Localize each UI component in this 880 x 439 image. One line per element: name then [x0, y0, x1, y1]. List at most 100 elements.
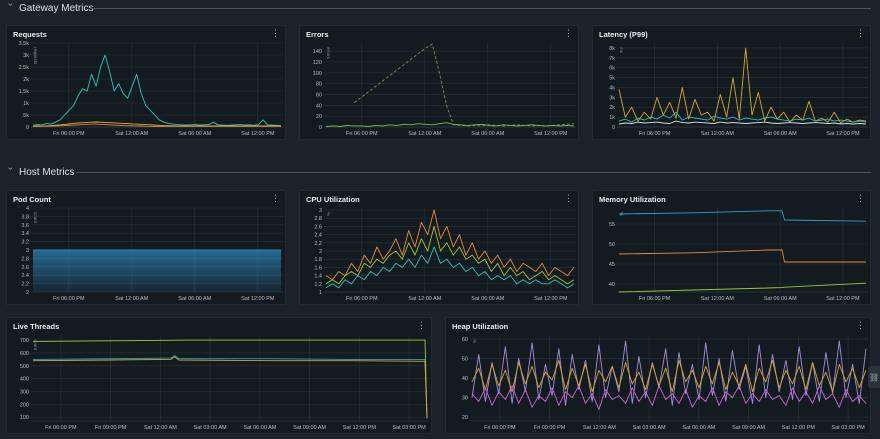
kebab-menu-icon[interactable]: ⋮	[856, 320, 865, 330]
kebab-menu-icon[interactable]: ⋮	[271, 193, 280, 203]
y-tick-label: 7k	[609, 56, 615, 62]
x-tick-label: Fri 06:00 PM	[346, 131, 378, 137]
x-tick-label: Fri 09:00 PM	[534, 425, 566, 431]
series-line	[471, 340, 867, 406]
y-axis-label: count	[33, 339, 38, 351]
series-line	[618, 120, 867, 125]
requests-chart: requests 0 .5k 1k 1.5k 2k 2.5k 3k 3.5k Fri 06:00 …	[19, 41, 283, 137]
series-line	[618, 210, 867, 222]
y-axis-label: errors	[326, 47, 331, 60]
section-title: Host Metrics	[19, 166, 75, 178]
y-tick-label: 3	[319, 208, 322, 214]
y-tick-label: 40	[316, 103, 322, 109]
y-tick-label: 1	[319, 290, 322, 296]
x-tick-label: Sat 06:00 AM	[471, 131, 504, 137]
y-tick-label: 20	[462, 415, 468, 421]
y-tick-label: 100	[313, 71, 322, 77]
y-tick-label: 400	[20, 377, 29, 383]
panel-title: Pod Count	[13, 195, 51, 204]
x-tick-label: Sat 12:00 PM	[343, 425, 377, 431]
y-axis-label: count	[33, 212, 38, 224]
series-line	[471, 385, 867, 410]
y-tick-label: 3	[26, 248, 29, 254]
x-tick-label: Sat 12:00 PM	[826, 131, 860, 137]
panel-cpu: CPU Utilization ⋮ % 1 1.2 1.4 1.6 1.8 2 2.2 2.4 2…	[299, 190, 579, 305]
y-tick-label: 2.4	[21, 273, 29, 279]
panel-requests: Requests ⋮ requests 0 .5k 1k 1.5k 2k 2.5k 3k 3.5…	[6, 25, 286, 140]
y-tick-label: 1k	[609, 115, 615, 121]
y-tick-label: 30	[462, 396, 468, 402]
series-line	[618, 111, 867, 123]
y-tick-label: 8k	[609, 46, 615, 52]
x-tick-label: Fri 06:00 PM	[45, 425, 77, 431]
x-tick-label: Sat 09:00 AM	[293, 425, 326, 431]
x-tick-label: Fri 06:00 PM	[484, 425, 516, 431]
y-tick-label: 5k	[609, 76, 615, 82]
kebab-menu-icon[interactable]: ⋮	[856, 193, 865, 203]
x-tick-label: Fri 06:00 PM	[639, 296, 671, 302]
x-tick-label: Sat 12:00 AM	[701, 131, 734, 137]
x-tick-label: Sat 03:00 AM	[633, 425, 666, 431]
x-tick-label: Fri 09:00 PM	[95, 425, 127, 431]
x-tick-label: Sat 12:00 AM	[701, 296, 734, 302]
y-tick-label: 2.5k	[19, 65, 30, 71]
panel-memory: Memory Utilization ⋮ % 40 45 50 55 Fri 06:00 …	[592, 190, 871, 305]
panel-pod-count: Pod Count ⋮ count 2 2.2 2.4 2.6 2.8 3 3.2 3.4 3.6…	[6, 190, 286, 305]
y-tick-label: 1.4	[314, 274, 322, 280]
x-tick-label: Fri 06:00 PM	[53, 296, 85, 302]
y-tick-label: 2	[319, 249, 322, 255]
cpu-chart: % 1 1.2 1.4 1.6 1.8 2 2.2 2.4 2.6 2.8 3 Fri 06:00 PM…	[314, 208, 576, 302]
series-line	[471, 359, 867, 393]
section-title: Gateway Metrics	[19, 2, 94, 14]
x-tick-label: Sat 06:00 AM	[682, 425, 715, 431]
panel-heap: Heap Utilization ⋮ % 20 30 40 50 60 Fri 06:00 …	[445, 317, 871, 434]
kebab-menu-icon[interactable]: ⋮	[564, 28, 573, 38]
y-tick-label: 2.8	[314, 216, 322, 222]
y-axis-label: %	[326, 212, 331, 216]
series-line	[32, 123, 281, 127]
x-tick-label: Sat 12:00 PM	[241, 131, 275, 137]
panel-title: Live Threads	[13, 322, 60, 331]
y-tick-label: 6k	[609, 66, 615, 72]
y-tick-label: 600	[20, 351, 29, 357]
y-tick-label: 1.8	[314, 257, 322, 263]
x-tick-label: Sat 06:00 AM	[178, 131, 211, 137]
y-tick-label: 0	[26, 125, 29, 131]
live-threads-chart: count 100 200 300 400 500 600 700 Fri 06:00 PM Fr…	[20, 335, 429, 431]
y-tick-label: 2.2	[314, 241, 322, 247]
y-tick-label: 100	[20, 415, 29, 421]
section-divider	[76, 172, 871, 173]
kebab-menu-icon[interactable]: ⋮	[564, 193, 573, 203]
section-header-host[interactable]: › Host Metrics	[6, 164, 81, 180]
panel-title: CPU Utilization	[306, 195, 360, 204]
panel-title: Heap Utilization	[452, 322, 509, 331]
y-tick-label: 1.6	[314, 265, 322, 271]
chevron-down-icon[interactable]: ›	[6, 167, 16, 170]
y-tick-label: 700	[20, 338, 29, 344]
y-tick-label: 4k	[609, 85, 615, 91]
link-icon[interactable]: ⛓	[868, 366, 880, 388]
y-tick-label: 1.2	[314, 282, 322, 288]
y-tick-label: 45	[609, 262, 615, 268]
y-tick-label: 60	[462, 337, 468, 343]
y-tick-label: 2k	[609, 105, 615, 111]
series-line	[618, 47, 867, 124]
y-tick-label: 3.4	[21, 231, 29, 237]
y-tick-label: 2.2	[21, 282, 29, 288]
y-tick-label: 0	[612, 125, 615, 131]
kebab-menu-icon[interactable]: ⋮	[856, 28, 865, 38]
x-tick-label: Sat 12:00 AM	[115, 131, 148, 137]
kebab-menu-icon[interactable]: ⋮	[271, 28, 280, 38]
kebab-menu-icon[interactable]: ⋮	[417, 320, 426, 330]
x-tick-label: Sat 12:00 AM	[144, 425, 177, 431]
y-tick-label: 300	[20, 389, 29, 395]
x-tick-label: Sat 06:00 AM	[764, 296, 797, 302]
chevron-down-icon[interactable]: ›	[6, 3, 16, 6]
section-header-gateway[interactable]: › Gateway Metrics	[6, 0, 99, 16]
y-tick-label: .5k	[22, 113, 30, 119]
y-tick-label: 0	[319, 125, 322, 131]
panel-latency: Latency (P99) ⋮ ms 0 1k 2k 3k 4k 5k 6k 7k 8k Fri 0…	[592, 25, 871, 140]
y-tick-label: 3.6	[21, 223, 29, 229]
series-line	[32, 54, 282, 127]
y-tick-label: 2.6	[314, 224, 322, 230]
